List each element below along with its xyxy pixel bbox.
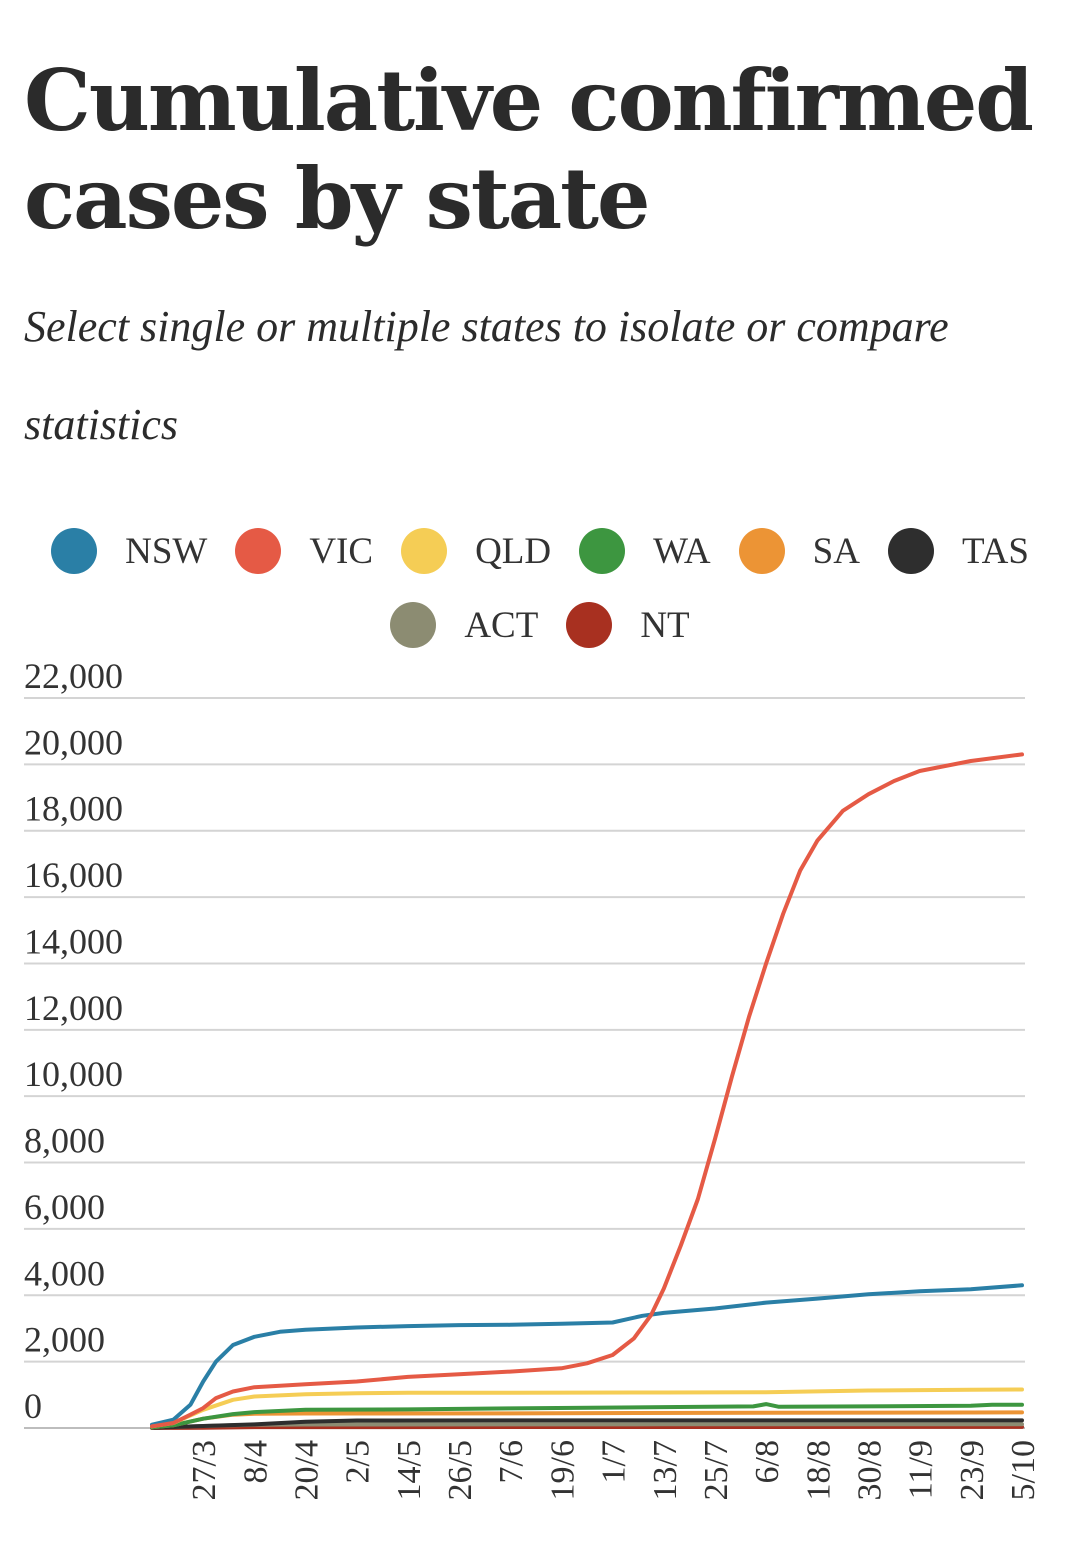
legend-item-nt[interactable]: NT bbox=[566, 602, 690, 648]
y-tick-label: 12,000 bbox=[24, 988, 123, 1028]
series-line-wa[interactable] bbox=[150, 1402, 1024, 1430]
x-tick-label: 5/10 bbox=[1005, 1440, 1042, 1500]
grid-lines bbox=[24, 697, 1025, 1429]
legend-marker-nt bbox=[566, 602, 613, 648]
x-tick-label: 14/5 bbox=[391, 1440, 428, 1500]
y-tick-label: 14,000 bbox=[24, 921, 123, 961]
x-tick-label: 11/9 bbox=[903, 1440, 940, 1499]
legend-marker-nsw bbox=[51, 528, 98, 574]
y-tick-label: 6,000 bbox=[24, 1187, 105, 1227]
legend-item-tas[interactable]: TAS bbox=[887, 528, 1029, 574]
x-tick-label: 20/4 bbox=[289, 1440, 326, 1500]
x-tick-label: 23/9 bbox=[954, 1440, 991, 1500]
x-tick-label: 13/7 bbox=[647, 1440, 684, 1500]
x-tick-label: 1/7 bbox=[596, 1440, 633, 1483]
legend-label-act: ACT bbox=[464, 604, 539, 646]
legend-label-tas: TAS bbox=[961, 530, 1029, 572]
legend-marker-wa bbox=[579, 528, 626, 574]
x-tick-label: 18/8 bbox=[800, 1440, 837, 1500]
y-tick-label: 10,000 bbox=[24, 1054, 123, 1094]
legend-marker-tas bbox=[887, 528, 934, 574]
chart-legend: NSW VIC QLD WA SA TAS ACT NT bbox=[0, 528, 1080, 648]
series-lines bbox=[150, 752, 1024, 1430]
line-chart: 0 2,000 4,000 6,000 8,000 10,000 12,000 14,000 1… bbox=[24, 656, 1042, 1500]
legend-label-vic: VIC bbox=[309, 530, 374, 572]
x-axis-ticks: 27/3 8/4 20/4 2/5 14/5 26/5 7/6 19/6 1/7 13/7 25/7… bbox=[186, 1440, 1042, 1500]
chart-subtitle: Select single or multiple states to isol… bbox=[24, 302, 949, 449]
x-tick-label: 19/6 bbox=[544, 1440, 581, 1500]
series-line-vic[interactable] bbox=[150, 752, 1024, 1429]
x-tick-label: 25/7 bbox=[698, 1440, 735, 1500]
legend-item-nsw[interactable]: NSW bbox=[51, 528, 207, 574]
x-tick-label: 7/6 bbox=[493, 1440, 530, 1483]
y-tick-label: 0 bbox=[24, 1386, 42, 1426]
legend-label-sa: SA bbox=[812, 530, 860, 572]
y-tick-label: 2,000 bbox=[24, 1320, 105, 1360]
y-tick-label: 22,000 bbox=[24, 656, 123, 696]
y-tick-label: 4,000 bbox=[24, 1253, 105, 1293]
legend-item-sa[interactable]: SA bbox=[738, 528, 860, 574]
x-tick-label: 26/5 bbox=[442, 1440, 479, 1500]
legend-label-nt: NT bbox=[640, 604, 690, 646]
legend-label-wa: WA bbox=[653, 530, 711, 572]
legend-marker-qld bbox=[401, 528, 448, 574]
legend-label-qld: QLD bbox=[475, 530, 552, 572]
x-tick-label: 30/8 bbox=[851, 1440, 888, 1500]
legend-item-vic[interactable]: VIC bbox=[235, 528, 373, 574]
x-tick-label: 27/3 bbox=[186, 1440, 223, 1500]
x-tick-label: 2/5 bbox=[340, 1440, 377, 1483]
legend-marker-sa bbox=[738, 528, 785, 574]
x-tick-label: 8/4 bbox=[237, 1440, 274, 1483]
legend-label-nsw: NSW bbox=[125, 530, 208, 572]
chart-title-line-2: cases by state bbox=[24, 149, 650, 248]
legend-marker-vic bbox=[235, 528, 282, 574]
series-line-qld[interactable] bbox=[150, 1387, 1024, 1429]
series-line-nsw[interactable] bbox=[150, 1283, 1024, 1427]
chart-title-line-1: Cumulative confirmed bbox=[24, 51, 1034, 150]
y-tick-label: 18,000 bbox=[24, 789, 123, 829]
series-line-tas[interactable] bbox=[150, 1418, 1024, 1430]
legend-item-act[interactable]: ACT bbox=[390, 602, 538, 648]
x-tick-label: 6/8 bbox=[749, 1440, 786, 1483]
legend-item-wa[interactable]: WA bbox=[579, 528, 711, 574]
chart-title: Cumulative confirmed cases by state bbox=[24, 52, 1044, 248]
series-line-nt[interactable] bbox=[150, 1424, 1024, 1430]
y-tick-label: 16,000 bbox=[24, 855, 123, 895]
legend-item-qld[interactable]: QLD bbox=[401, 528, 551, 574]
y-tick-label: 8,000 bbox=[24, 1121, 105, 1161]
y-tick-label: 20,000 bbox=[24, 722, 123, 762]
y-axis-ticks: 0 2,000 4,000 6,000 8,000 10,000 12,000 14,000 1… bbox=[24, 656, 123, 1426]
legend-marker-act bbox=[390, 602, 437, 648]
